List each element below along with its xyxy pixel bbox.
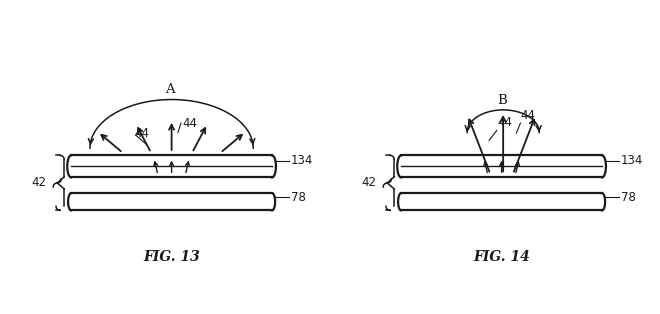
Text: A: A xyxy=(165,84,175,96)
Text: 134: 134 xyxy=(621,154,644,167)
Text: 78: 78 xyxy=(291,191,306,204)
Text: FIG. 14: FIG. 14 xyxy=(473,251,530,264)
Text: 44: 44 xyxy=(497,116,512,129)
Text: 42: 42 xyxy=(31,176,46,189)
Text: 44: 44 xyxy=(134,127,149,140)
Text: 78: 78 xyxy=(621,191,636,204)
Text: B: B xyxy=(498,94,508,107)
Text: 44: 44 xyxy=(183,116,197,130)
Text: 134: 134 xyxy=(291,154,314,167)
Text: 42: 42 xyxy=(361,176,376,189)
Text: FIG. 13: FIG. 13 xyxy=(143,251,200,264)
Text: 44: 44 xyxy=(521,109,535,122)
